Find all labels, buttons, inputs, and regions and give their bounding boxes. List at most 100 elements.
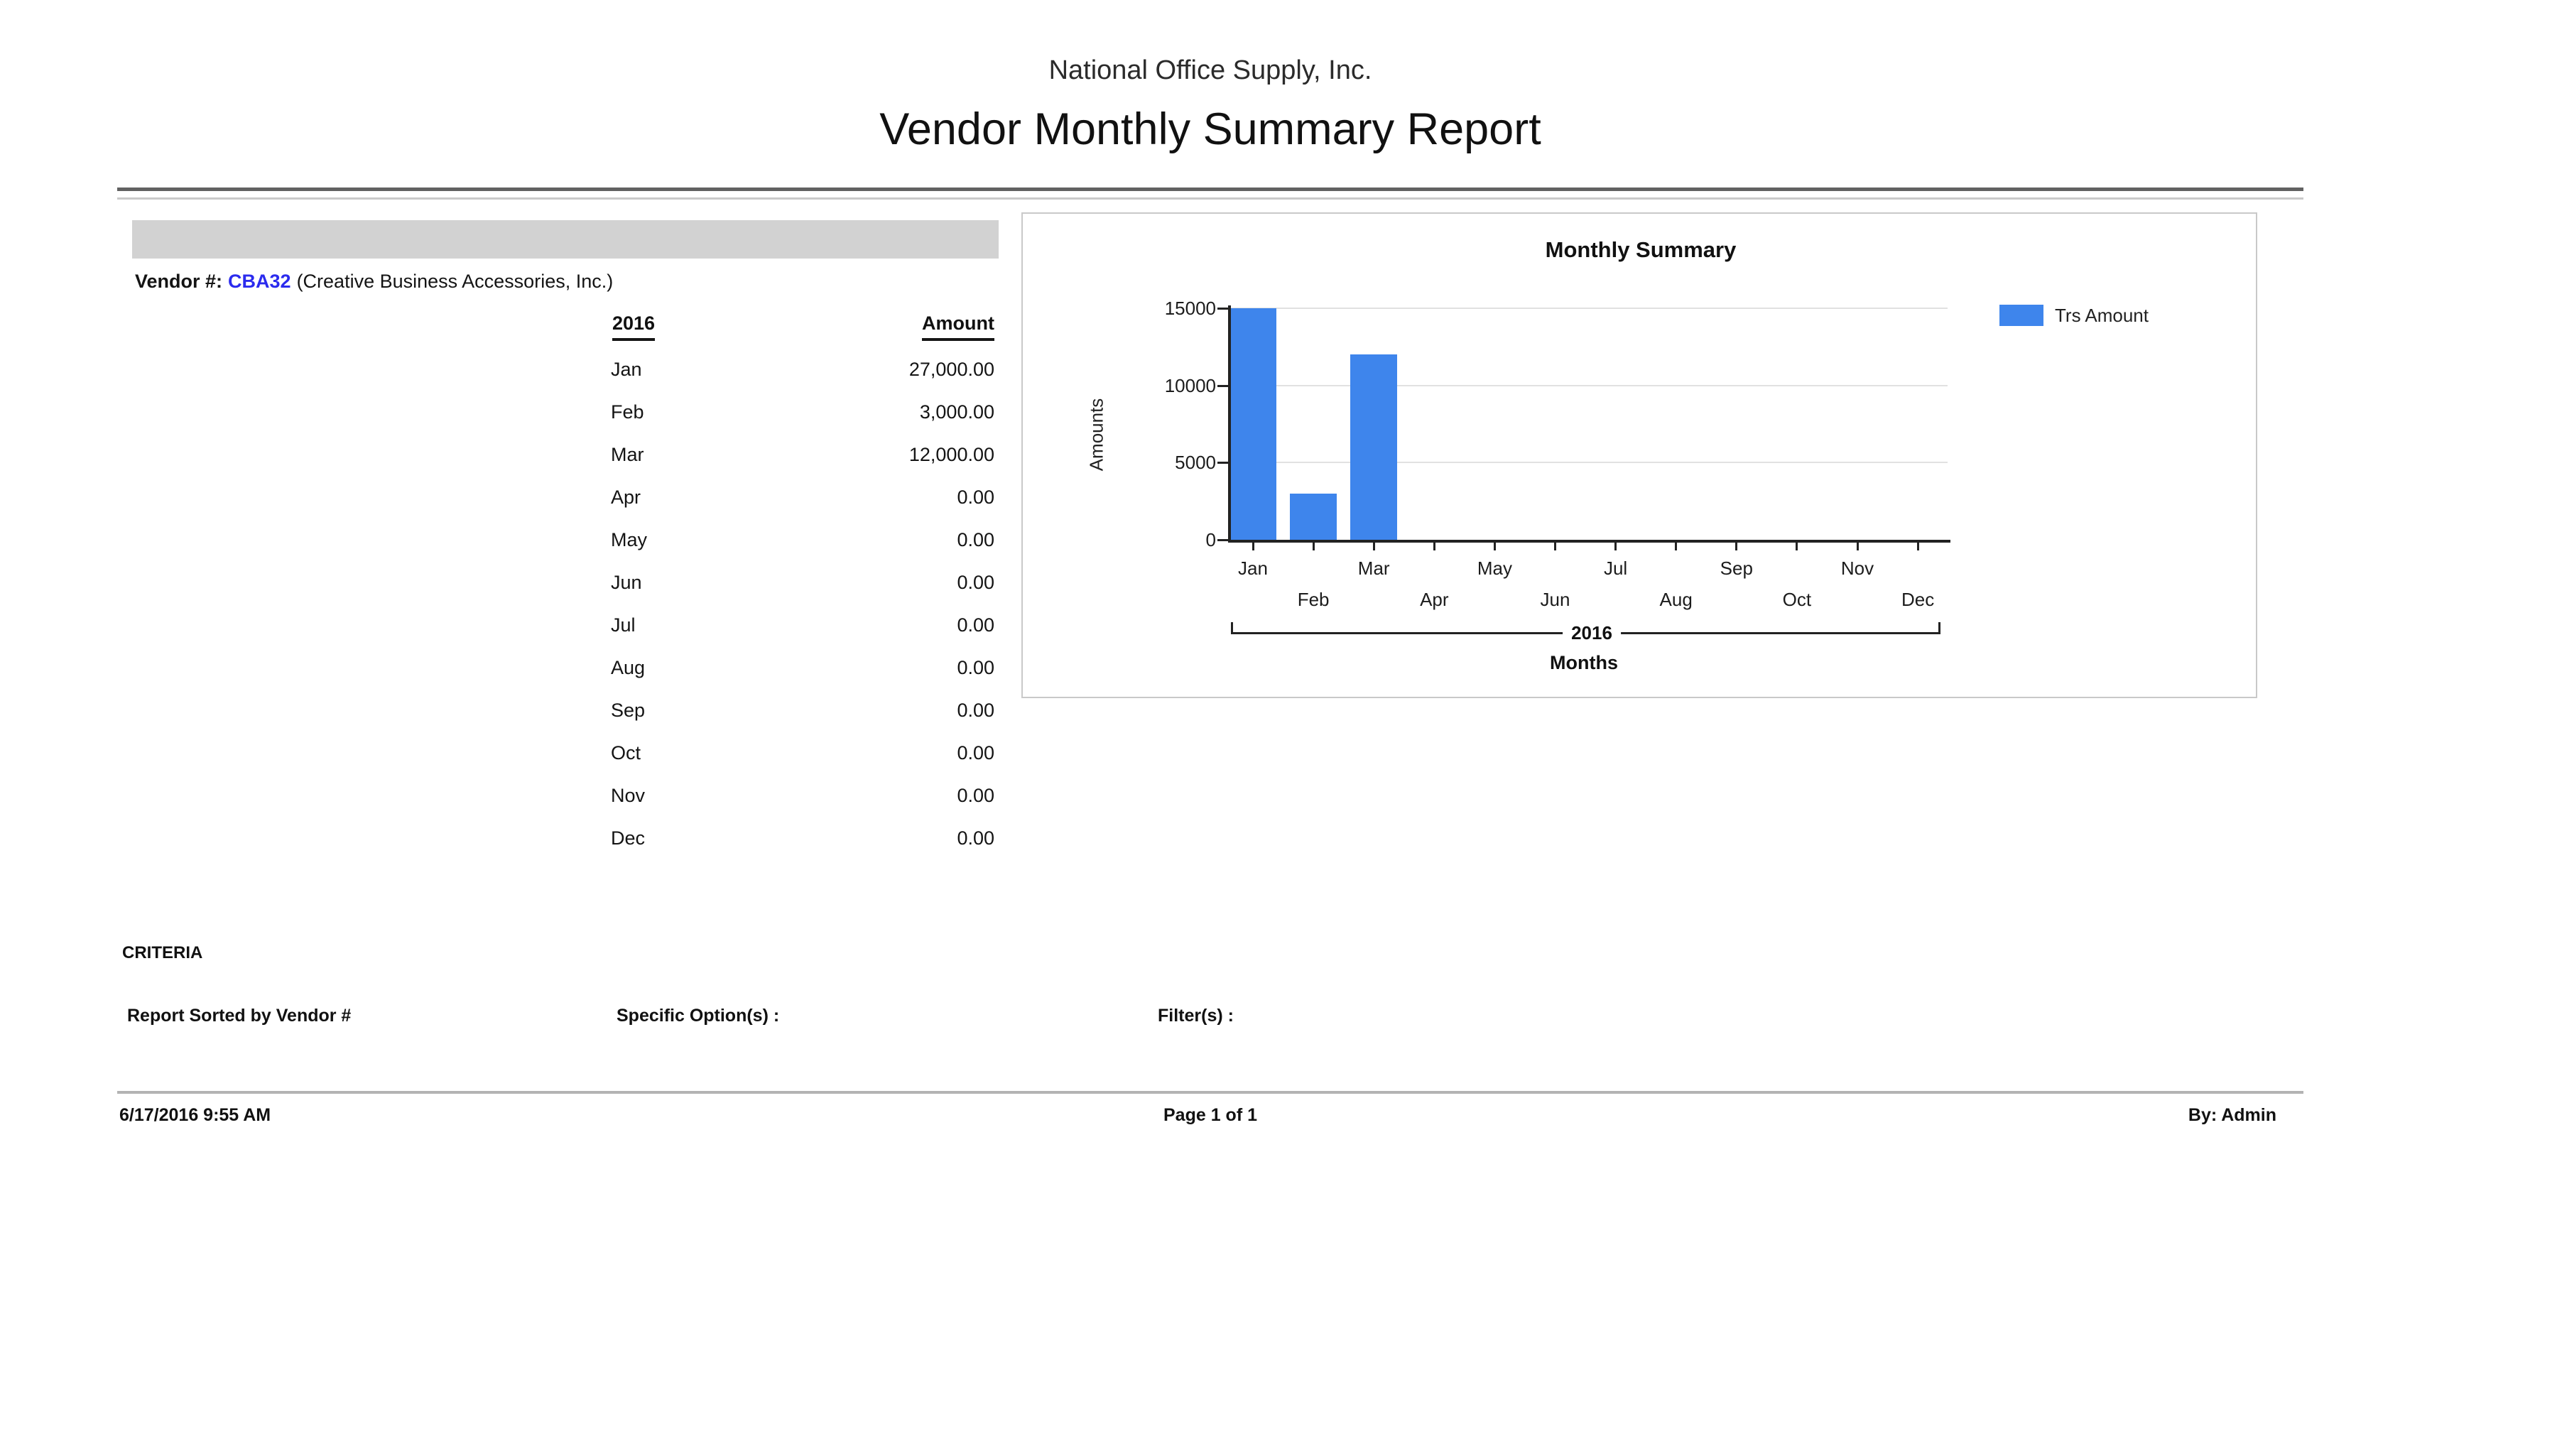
amount-cell: 0.00 xyxy=(957,742,994,764)
chart-panel: Monthly Summary Trs Amount Amounts 2016 … xyxy=(1021,212,2257,698)
x-tick-mark xyxy=(1493,540,1496,550)
vendor-label: Vendor #: xyxy=(135,271,223,292)
x-axis-label-jul: Jul xyxy=(1603,558,1628,579)
amount-column-header: Amount xyxy=(922,313,994,341)
amount-cell: 0.00 xyxy=(957,487,994,508)
x-axis-label-apr: Apr xyxy=(1420,589,1449,610)
table-row: Oct 0.00 xyxy=(611,732,994,774)
y-tick-mark xyxy=(1217,384,1228,387)
table-row: May 0.00 xyxy=(611,518,994,561)
table-row: Jun 0.00 xyxy=(611,561,994,604)
vendor-number-link[interactable]: CBA32 xyxy=(228,271,291,292)
gridline xyxy=(1231,308,1948,309)
month-cell: May xyxy=(611,529,648,550)
x-tick-mark xyxy=(1372,540,1375,550)
month-cell: Mar xyxy=(611,444,644,465)
gridline xyxy=(1231,384,1948,386)
amount-cell: 0.00 xyxy=(957,572,994,593)
year-bracket-label: 2016 xyxy=(1563,621,1621,644)
vendor-name: (Creative Business Accessories, Inc.) xyxy=(296,271,614,292)
vendor-line: Vendor #: CBA32 (Creative Business Accesso… xyxy=(135,271,613,293)
y-axis-line xyxy=(1228,305,1231,543)
table-row: Aug 0.00 xyxy=(611,646,994,689)
amount-cell: 0.00 xyxy=(957,827,994,849)
x-tick-mark xyxy=(1796,540,1798,550)
footer-datetime: 6/17/2016 9:55 AM xyxy=(119,1105,271,1125)
legend-swatch xyxy=(1999,305,2043,326)
x-axis-line xyxy=(1228,540,1950,543)
table-row: Nov 0.00 xyxy=(611,774,994,817)
footer-page-number: Page 1 of 1 xyxy=(1163,1105,1257,1125)
month-cell: Oct xyxy=(611,742,641,764)
y-tick-label: 10000 xyxy=(1164,374,1216,396)
y-tick-mark xyxy=(1217,308,1228,310)
amount-cell: 0.00 xyxy=(957,700,994,721)
table-row: Dec 0.00 xyxy=(611,817,994,859)
table-row: Sep 0.00 xyxy=(611,689,994,732)
x-tick-mark xyxy=(1916,540,1919,550)
month-cell: Jan xyxy=(611,359,642,380)
x-axis-label-jan: Jan xyxy=(1238,558,1268,579)
amount-cell: 0.00 xyxy=(957,614,994,636)
header-rule-dark xyxy=(117,188,2303,191)
x-axis-label-aug: Aug xyxy=(1659,589,1693,610)
month-cell: Nov xyxy=(611,785,646,806)
month-cell: Dec xyxy=(611,827,646,849)
report-title: Vendor Monthly Summary Report xyxy=(879,104,1541,154)
table-row: Mar 12,000.00 xyxy=(611,433,994,476)
amount-cell: 0.00 xyxy=(957,529,994,550)
x-tick-mark xyxy=(1735,540,1738,550)
x-tick-mark xyxy=(1856,540,1859,550)
y-tick-label: 0 xyxy=(1205,529,1216,550)
table-row: Jul 0.00 xyxy=(611,604,994,646)
y-tick-label: 5000 xyxy=(1175,452,1216,474)
x-axis-title: Months xyxy=(1550,652,1618,673)
footer-rule xyxy=(117,1091,2303,1094)
gridline xyxy=(1231,462,1948,464)
x-tick-mark xyxy=(1312,540,1315,550)
x-axis-label-may: May xyxy=(1477,558,1512,579)
header-rule-light xyxy=(117,197,2303,200)
x-tick-mark xyxy=(1675,540,1678,550)
x-axis-label-nov: Nov xyxy=(1840,558,1874,579)
year-bracket-right-cap xyxy=(1938,622,1940,634)
criteria-specific-options: Specific Option(s) : xyxy=(617,1006,780,1026)
year-bracket-left-cap xyxy=(1231,622,1233,634)
company-name: National Office Supply, Inc. xyxy=(1048,55,1372,85)
x-axis-label-oct: Oct xyxy=(1782,589,1812,610)
amount-cell: 12,000.00 xyxy=(908,444,994,465)
bar-feb xyxy=(1290,494,1337,540)
month-cell: Sep xyxy=(611,700,646,721)
bar-jan xyxy=(1229,308,1276,540)
table-row: Feb 3,000.00 xyxy=(611,391,994,433)
month-cell: Jul xyxy=(611,614,636,636)
legend-label: Trs Amount xyxy=(2055,305,2149,326)
criteria-sorted-by: Report Sorted by Vendor # xyxy=(127,1006,352,1026)
x-tick-mark xyxy=(1554,540,1556,550)
table-rows: Jan 27,000.00 Feb 3,000.00 Mar 12,000.00 Apr 0.… xyxy=(611,348,994,859)
x-axis-label-feb: Feb xyxy=(1297,589,1330,610)
criteria-filters: Filter(s) : xyxy=(1158,1006,1234,1026)
x-tick-mark xyxy=(1614,540,1617,550)
y-tick-mark xyxy=(1217,539,1228,541)
month-cell: Feb xyxy=(611,401,644,423)
month-cell: Aug xyxy=(611,657,646,678)
chart-title: Monthly Summary xyxy=(1545,237,1737,262)
table-row: Jan 27,000.00 xyxy=(611,348,994,391)
footer-author: By: Admin xyxy=(2188,1105,2276,1125)
x-axis-label-jun: Jun xyxy=(1540,589,1570,610)
amount-cell: 3,000.00 xyxy=(919,401,994,423)
y-tick-mark xyxy=(1217,462,1228,464)
x-axis-label-dec: Dec xyxy=(1901,589,1935,610)
x-axis-label-sep: Sep xyxy=(1720,558,1753,579)
x-tick-mark xyxy=(1252,540,1254,550)
x-tick-mark xyxy=(1433,540,1435,550)
x-axis-label-mar: Mar xyxy=(1357,558,1390,579)
table-row: Apr 0.00 xyxy=(611,476,994,518)
y-tick-label: 15000 xyxy=(1164,298,1216,319)
bar-mar xyxy=(1350,354,1398,540)
amount-cell: 0.00 xyxy=(957,785,994,806)
year-column-header: 2016 xyxy=(612,313,656,341)
month-cell: Apr xyxy=(611,487,641,508)
